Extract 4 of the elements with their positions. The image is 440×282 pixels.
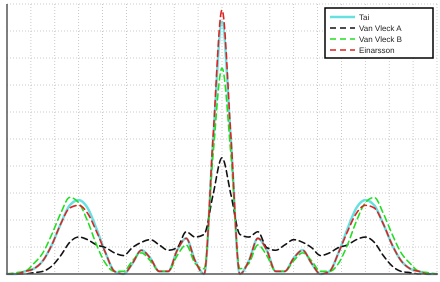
legend-label: Einarsson [359, 46, 395, 55]
legend-label: Van Vleck A [359, 24, 402, 33]
legend-label: Tai [359, 13, 370, 22]
legend-label: Van Vleck B [359, 35, 402, 44]
